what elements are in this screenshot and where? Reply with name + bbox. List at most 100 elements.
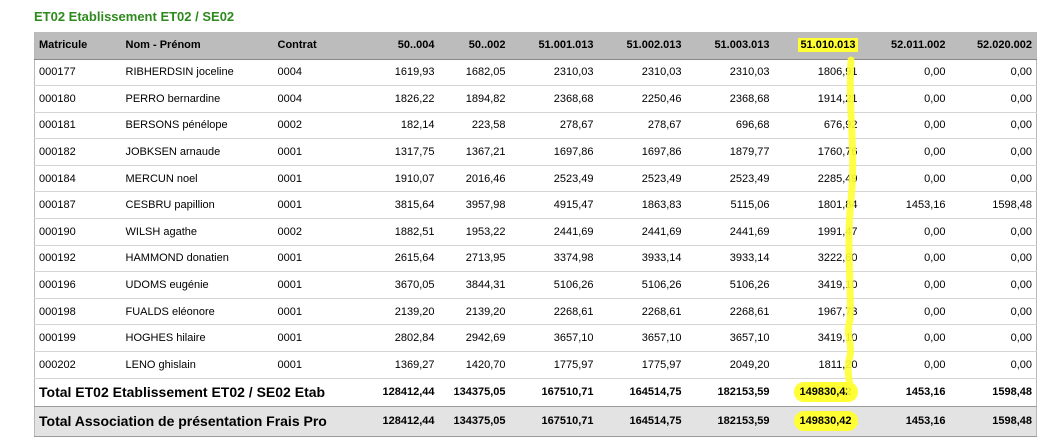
table-row: 000196 UDOMS eugénie 0001 3670,05 3844,31 510… — [34, 271, 1037, 299]
value-cell: 1879,77 — [685, 138, 774, 166]
matricule-cell: 000187 — [34, 191, 122, 220]
value-cell: 0,00 — [861, 165, 950, 193]
col-header-52-020-002: 52.020.002 — [949, 32, 1037, 60]
value-cell: 0,00 — [949, 351, 1037, 379]
value-cell: 0,00 — [949, 271, 1037, 299]
value-cell: 3374,98 — [509, 245, 598, 273]
value-cell: 0,00 — [949, 218, 1037, 246]
highlight-mark: 149830,42 — [793, 382, 858, 403]
name-cell: JOBKSEN arnaude — [121, 138, 274, 166]
value-cell: 1991,47 — [773, 218, 862, 246]
value-cell: 0,00 — [949, 298, 1037, 326]
value-cell: 3657,10 — [685, 324, 774, 353]
total-association-label: Total Association de présentation Frais … — [34, 406, 351, 437]
total-cell: 164514,75 — [597, 377, 686, 407]
total-etablissement-row: Total ET02 Etablissement ET02 / SE02 Eta… — [34, 377, 1037, 407]
value-cell: 1894,82 — [438, 85, 510, 113]
col-header-51-010-013: 51.010.013 — [773, 32, 862, 60]
name-cell: FUALDS eléonore — [121, 298, 274, 326]
value-cell: 1367,21 — [438, 138, 510, 166]
contract-cell: 0001 — [273, 245, 351, 273]
value-cell: 0,00 — [949, 165, 1037, 193]
total-cell: 164514,75 — [597, 406, 686, 437]
highlight-mark: 149830,42 — [793, 411, 858, 432]
value-cell: 2268,61 — [685, 298, 774, 326]
value-cell: 0,00 — [861, 112, 950, 140]
contract-cell: 0001 — [273, 271, 351, 299]
value-cell: 1811,20 — [773, 351, 862, 379]
name-cell: LENO ghislain — [121, 351, 274, 379]
col-header-contrat: Contrat — [273, 32, 351, 60]
value-cell: 2441,69 — [509, 218, 598, 246]
value-cell: 1760,76 — [773, 138, 862, 166]
value-cell: 0,00 — [949, 324, 1037, 353]
value-cell: 2268,61 — [597, 298, 686, 326]
value-cell: 2802,84 — [350, 324, 439, 353]
value-cell: 3933,14 — [685, 245, 774, 273]
value-cell: 1910,07 — [350, 165, 439, 193]
value-cell: 0,00 — [861, 245, 950, 273]
name-cell: MERCUN noel — [121, 165, 274, 193]
total-cell: 167510,71 — [509, 377, 598, 407]
value-cell: 1317,75 — [350, 138, 439, 166]
value-cell: 3222,60 — [773, 245, 862, 273]
col-header-52-011-002: 52.011.002 — [861, 32, 950, 60]
total-cell: 134375,05 — [438, 406, 510, 437]
value-cell: 676,92 — [773, 112, 862, 140]
value-cell: 3670,05 — [350, 271, 439, 299]
col-header-51-003-013: 51.003.013 — [685, 32, 774, 60]
table-row: 000187 CESBRU papillion 0001 3815,64 3957,98… — [34, 191, 1037, 220]
table-row: 000180 PERRO bernardine 0004 1826,22 1894,82… — [34, 85, 1037, 113]
value-cell: 1369,27 — [350, 351, 439, 379]
matricule-cell: 000182 — [34, 138, 122, 166]
table-row: 000184 MERCUN noel 0001 1910,07 2016,46 2523,… — [34, 165, 1037, 193]
value-cell: 5106,26 — [685, 271, 774, 299]
value-cell: 2368,68 — [509, 85, 598, 113]
value-cell: 1826,22 — [350, 85, 439, 113]
value-cell: 2523,49 — [597, 165, 686, 193]
value-cell: 2016,46 — [438, 165, 510, 193]
value-cell: 2285,49 — [773, 165, 862, 193]
value-cell: 1697,86 — [597, 138, 686, 166]
value-cell: 0,00 — [949, 245, 1037, 273]
value-cell: 2523,49 — [509, 165, 598, 193]
total-cell: 182153,59 — [685, 406, 774, 437]
value-cell: 278,67 — [509, 112, 598, 140]
value-cell: 1682,05 — [438, 59, 510, 87]
value-cell: 3933,14 — [597, 245, 686, 273]
value-cell: 2139,20 — [438, 298, 510, 326]
table-row: 000190 WILSH agathe 0002 1882,51 1953,22 2441… — [34, 218, 1037, 246]
total-etablissement-label: Total ET02 Etablissement ET02 / SE02 Eta… — [34, 377, 351, 407]
value-cell: 2942,69 — [438, 324, 510, 353]
value-cell: 2523,49 — [685, 165, 774, 193]
value-cell: 0,00 — [861, 85, 950, 113]
matricule-cell: 000199 — [34, 324, 122, 353]
total-cell: 167510,71 — [509, 406, 598, 437]
matricule-cell: 000196 — [34, 271, 122, 299]
name-cell: WILSH agathe — [121, 218, 274, 246]
value-cell: 1967,73 — [773, 298, 862, 326]
table-row: 000177 RIBHERDSIN joceline 0004 1619,93 1682… — [34, 59, 1037, 87]
value-cell: 1697,86 — [509, 138, 598, 166]
value-cell: 2441,69 — [685, 218, 774, 246]
table-row: 000199 HOGHES hilaire 0001 2802,84 2942,69 36… — [34, 324, 1037, 353]
value-cell: 1914,21 — [773, 85, 862, 113]
table-row: 000198 FUALDS eléonore 0001 2139,20 2139,20 2… — [34, 298, 1037, 326]
value-cell: 2441,69 — [597, 218, 686, 246]
value-cell: 2268,61 — [509, 298, 598, 326]
value-cell: 0,00 — [949, 112, 1037, 140]
col-header-nom: Nom - Prénom — [121, 32, 274, 60]
value-cell: 0,00 — [861, 138, 950, 166]
value-cell: 0,00 — [861, 298, 950, 326]
contract-cell: 0001 — [273, 138, 351, 166]
report-title: ET02 Etablissement ET02 / SE02 — [34, 9, 235, 24]
contract-cell: 0001 — [273, 324, 351, 353]
value-cell: 2310,03 — [597, 59, 686, 87]
name-cell: RIBHERDSIN joceline — [121, 59, 274, 87]
col-header-50-002: 50..002 — [438, 32, 510, 60]
value-cell: 1863,83 — [597, 191, 686, 220]
total-cell: 128412,44 — [350, 406, 439, 437]
contract-cell: 0001 — [273, 298, 351, 326]
table-row: 000192 HAMMOND donatien 0001 2615,64 2713,95… — [34, 245, 1037, 273]
value-cell: 3844,31 — [438, 271, 510, 299]
